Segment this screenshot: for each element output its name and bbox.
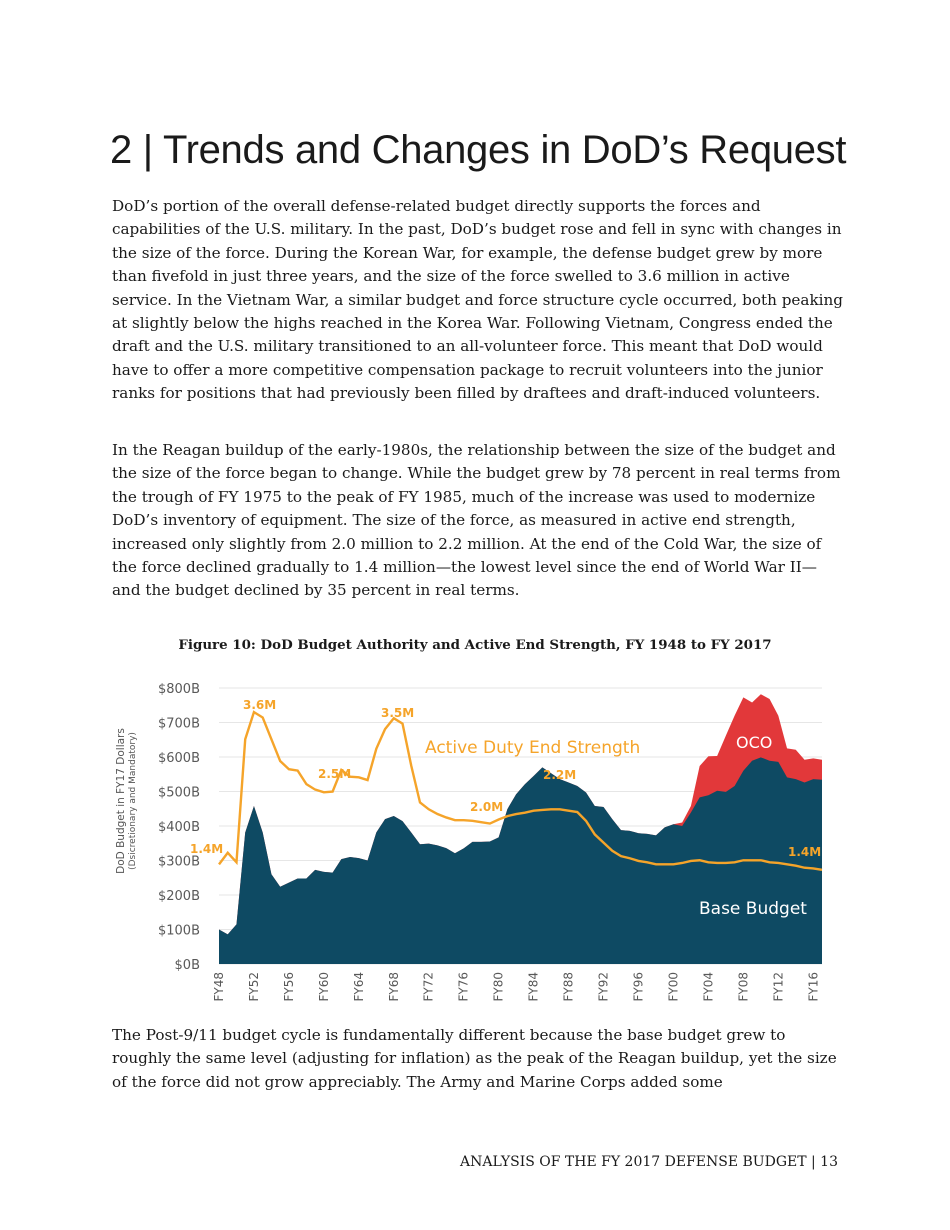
x-tick-label: FY00 xyxy=(666,972,680,1002)
label-end-strength: 1.4M xyxy=(788,845,821,859)
y-tick-label: $0B xyxy=(175,958,200,973)
label-1960-trough: 2.5M xyxy=(318,767,351,781)
x-tick-label: FY76 xyxy=(457,972,471,1002)
x-tick-label: FY12 xyxy=(771,972,785,1002)
base-series-label: Base Budget xyxy=(699,899,807,919)
y-tick-label: $400B xyxy=(158,820,200,835)
x-tick-label: FY92 xyxy=(597,972,611,1002)
x-tick-label: FY56 xyxy=(282,972,296,1002)
y-tick-label: $200B xyxy=(158,889,200,904)
end-strength-line xyxy=(218,710,823,871)
x-tick-label: FY80 xyxy=(492,972,506,1002)
x-tick-label: FY60 xyxy=(317,972,331,1002)
y-tick-label: $700B xyxy=(158,717,200,732)
y-axis-subtitle: (Dsicretionary and Mandatory) xyxy=(128,732,138,870)
x-tick-label: FY52 xyxy=(247,972,261,1002)
y-tick-label: $100B xyxy=(158,924,200,939)
label-start-strength: 1.4M xyxy=(190,842,223,856)
y-tick-label: $800B xyxy=(158,682,200,697)
strength-series-label: Active Duty End Strength xyxy=(425,738,640,758)
x-tick-labels: FY48 FY52 FY56 FY60 FY64 FY68 FY72 FY76 FY80 FY84… xyxy=(212,972,820,1002)
y-tick-label: $600B xyxy=(158,751,200,766)
label-reagan-peak: 2.2M xyxy=(543,768,576,782)
page-title: 2 | Trends and Changes in DoD’s Request xyxy=(110,128,847,172)
y-tick-labels: $0B $100B $200B $300B $400B $500B $600B $700B $8… xyxy=(158,682,200,973)
x-tick-label: FY96 xyxy=(631,972,645,1002)
oco-series-label: OCO xyxy=(736,733,772,752)
body-paragraph: DoD’s portion of the overall defense-rel… xyxy=(112,197,844,403)
base-budget-area xyxy=(219,757,822,964)
y-tick-label: $300B xyxy=(158,855,200,870)
label-1978-trough: 2.0M xyxy=(470,800,503,814)
x-tick-label: FY68 xyxy=(387,972,401,1002)
body-paragraph: The Post-9/11 budget cycle is fundamenta… xyxy=(112,1026,837,1091)
x-tick-label: FY48 xyxy=(212,972,226,1002)
x-tick-label: FY08 xyxy=(736,972,750,1002)
x-tick-label: FY04 xyxy=(701,972,715,1002)
x-tick-label: FY88 xyxy=(562,972,576,1002)
x-tick-label: FY84 xyxy=(527,972,541,1002)
y-axis-title: DoD Budget in FY17 Dollars xyxy=(115,728,127,874)
x-tick-label: FY16 xyxy=(806,972,820,1002)
figure-caption: Figure 10: DoD Budget Authority and Acti… xyxy=(178,637,772,653)
x-tick-label: FY64 xyxy=(352,972,366,1002)
x-tick-label: FY72 xyxy=(422,972,436,1002)
label-vietnam-peak: 3.5M xyxy=(381,706,414,720)
body-paragraph: In the Reagan buildup of the early-1980s… xyxy=(112,441,841,600)
label-korea-peak: 3.6M xyxy=(243,698,276,712)
budget-strength-chart: $0B $100B $200B $300B $400B $500B $600B $700B $8… xyxy=(115,682,823,1002)
y-tick-label: $500B xyxy=(158,786,200,801)
page-footer: ANALYSIS OF THE FY 2017 DEFENSE BUDGET |… xyxy=(460,1154,838,1170)
